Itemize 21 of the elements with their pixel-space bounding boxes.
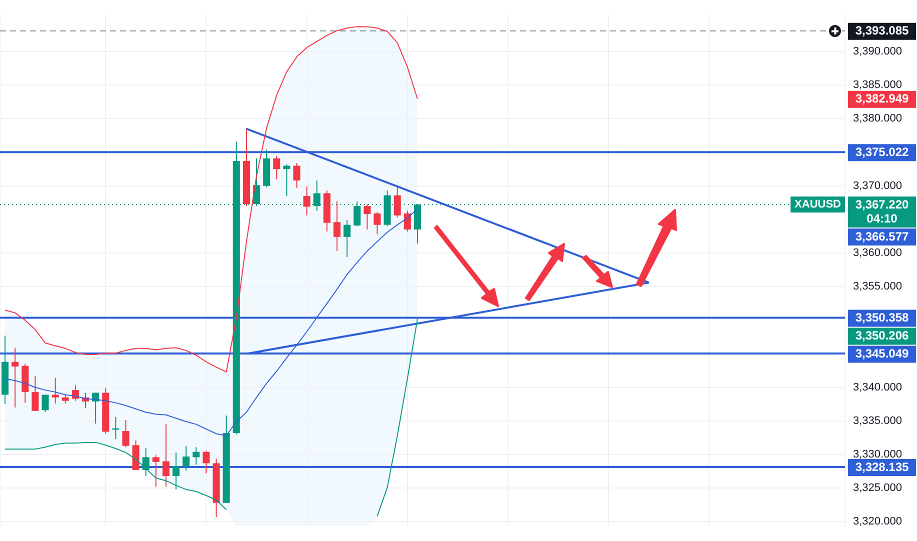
annotation: XAUUSD — [794, 198, 842, 211]
text: 3,366.577 — [855, 229, 910, 244]
ref-line-label: 3,350.358 — [855, 310, 910, 325]
y-tick-label: 3,385.000 — [853, 79, 902, 92]
y-tick-label: 3,360.000 — [853, 247, 902, 260]
y-tick-label: 3,340.000 — [853, 381, 902, 394]
y-tick-label: 3,335.000 — [853, 414, 902, 427]
ref-line-label: 3,367.220 04:10 — [855, 197, 910, 226]
y-tick-label: 3,330.000 — [853, 448, 902, 461]
y-tick-label: 3,325.000 — [853, 482, 902, 494]
ref-line-label: 3,345.049 — [855, 346, 910, 361]
y-tick-label: 3,320.000 — [853, 516, 902, 528]
y-tick-label: 3,370.000 — [853, 180, 902, 192]
y-tick-label: 3,355.000 — [853, 280, 902, 293]
ref-line-label: 3,375.022 — [855, 144, 910, 159]
ref-line-label: 3,328.135 — [855, 460, 910, 474]
y-tick-label: 3,390.000 — [853, 46, 902, 58]
text: 3,382.949 — [855, 92, 910, 106]
y-tick-label: 3,380.000 — [853, 112, 902, 125]
text: 3,350.206 — [855, 328, 910, 343]
ref-line-label: 3,393.085 — [855, 24, 910, 38]
